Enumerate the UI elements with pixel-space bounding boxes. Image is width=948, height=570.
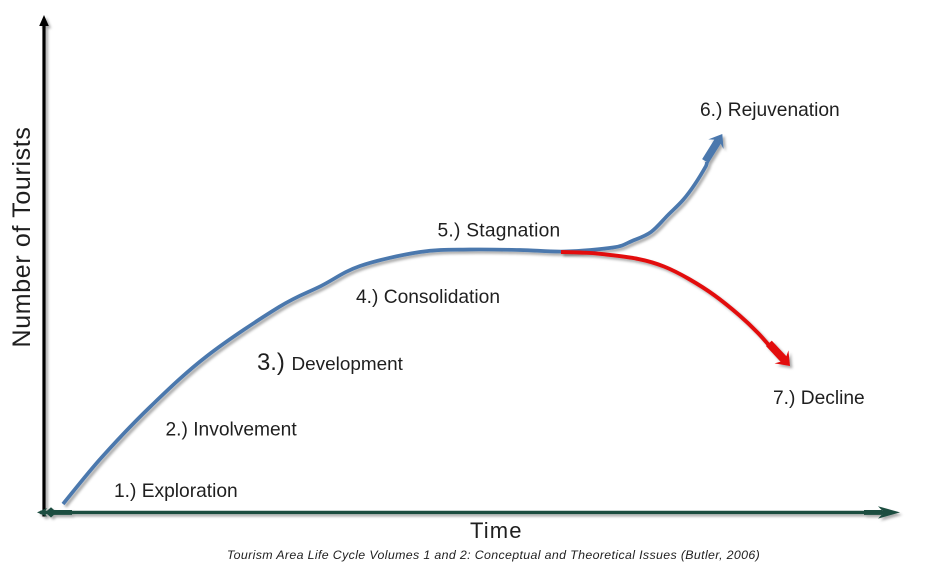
svg-text:7.) Decline: 7.) Decline [773, 388, 865, 409]
svg-text:4.) Consolidation: 4.) Consolidation [356, 287, 500, 308]
svg-text:1.) Exploration: 1.) Exploration [114, 481, 238, 502]
svg-text:Time: Time [470, 518, 523, 543]
svg-text:5.) Stagnation: 5.) Stagnation [438, 221, 561, 242]
svg-text:Tourism Area Life Cycle Volume: Tourism Area Life Cycle Volumes 1 and 2:… [227, 548, 760, 562]
svg-text:6.) Rejuvenation: 6.) Rejuvenation [700, 100, 840, 121]
svg-text:3.) Development: 3.) Development [257, 349, 404, 376]
svg-text:2.) Involvement: 2.) Involvement [166, 419, 298, 440]
svg-text:Number of Tourists: Number of Tourists [8, 126, 36, 347]
